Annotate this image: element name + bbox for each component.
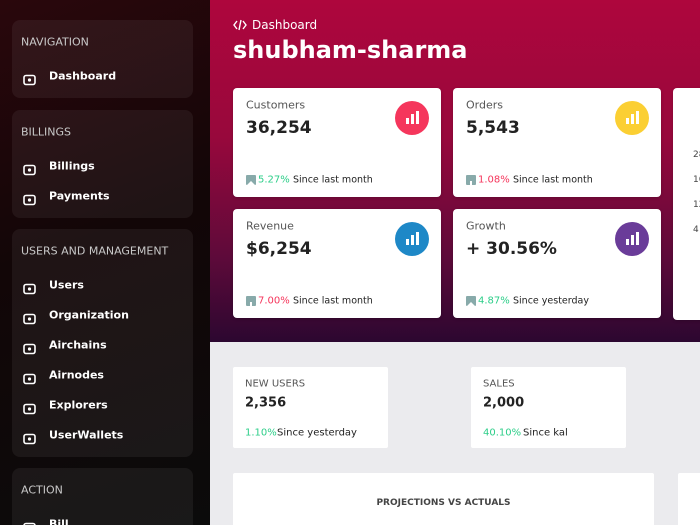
axis-label: 28 [693, 150, 700, 160]
nav-item[interactable]: UserWallets [49, 428, 124, 442]
stat-value: 5,543 [466, 118, 520, 138]
stat-change: 7.00% [258, 295, 290, 307]
nav-item[interactable]: Bill [49, 517, 69, 525]
page-title: shubham-sharma [233, 36, 468, 64]
stat-icon [615, 101, 649, 135]
summary-change: 1.10% [245, 427, 277, 439]
stat-note: Since last month [293, 174, 373, 186]
code-icon [233, 19, 247, 31]
stat-change: 5.27% [258, 174, 290, 186]
nav-icon [23, 71, 36, 86]
partial-card: 28 16 12 4 [673, 88, 700, 320]
sidebar: NAVIGATION Dashboard BILLINGS Billings Payme… [0, 0, 210, 525]
nav-icon [23, 370, 36, 385]
nav-item[interactable]: Explorers [49, 398, 108, 412]
sidebar-section: NAVIGATION Dashboard [12, 20, 193, 98]
trend-arrow [246, 175, 256, 189]
section-title: USERS AND MANAGEMENT [21, 244, 169, 258]
trend-arrow [246, 296, 256, 310]
summary-note: Since yesterday [277, 427, 357, 439]
trend-arrow [466, 175, 476, 189]
nav-icon [23, 310, 36, 325]
nav-item[interactable]: Payments [49, 189, 110, 203]
stat-note: Since last month [293, 295, 373, 307]
summary-change: 40.10% [483, 427, 522, 439]
summary-label: SALES [483, 378, 515, 390]
stat-value: $6,254 [246, 239, 312, 259]
summary-card: NEW USERS 2,356 1.10% Since yesterday [233, 367, 388, 448]
section-title: NAVIGATION [21, 35, 89, 49]
nav-item[interactable]: Organization [49, 308, 129, 322]
nav-item[interactable]: Airnodes [49, 368, 104, 382]
stat-label: Revenue [246, 219, 294, 233]
nav-item[interactable]: Dashboard [49, 69, 117, 83]
stat-note: Since yesterday [513, 295, 589, 307]
nav-icon [23, 400, 36, 415]
nav-icon [23, 191, 36, 206]
nav-item[interactable]: Billings [49, 159, 95, 173]
summary-value: 2,356 [245, 395, 287, 411]
stat-icon [395, 101, 429, 135]
section-title: BILLINGS [21, 125, 72, 139]
stat-card: Orders 5,543 1.08% Since last month [453, 88, 661, 197]
summary-note: Since kal [523, 427, 568, 439]
stat-label: Orders [466, 98, 503, 112]
nav-icon [23, 161, 36, 176]
section-title: ACTION [21, 483, 63, 497]
nav-icon [23, 519, 36, 525]
stat-card: Growth + 30.56% 4.87% Since yesterday [453, 209, 661, 318]
nav-icon [23, 340, 36, 355]
axis-label: 16 [693, 175, 700, 185]
stat-icon [395, 222, 429, 256]
stat-value: + 30.56% [466, 239, 557, 259]
stat-label: Customers [246, 98, 306, 112]
stat-value: 36,254 [246, 118, 312, 138]
chart-title: PROJECTIONS VS ACTUALS [376, 498, 511, 508]
axis-label: 12 [693, 200, 700, 210]
stat-note: Since last month [513, 174, 593, 186]
chart-card [678, 473, 700, 525]
stat-change: 4.87% [478, 295, 510, 307]
chart-card: PROJECTIONS VS ACTUALS [233, 473, 654, 525]
summary-label: NEW USERS [245, 378, 306, 390]
stat-card: Revenue $6,254 7.00% Since last month [233, 209, 441, 318]
nav-icon [23, 430, 36, 445]
axis-label: 4 [693, 225, 699, 235]
breadcrumb[interactable]: Dashboard [252, 18, 318, 32]
nav-item[interactable]: Users [49, 278, 84, 292]
summary-card: SALES 2,000 40.10% Since kal [471, 367, 626, 448]
stat-label: Growth [466, 219, 506, 233]
stat-icon [615, 222, 649, 256]
sidebar-section: USERS AND MANAGEMENT Users Organization Air… [12, 229, 193, 457]
nav-item[interactable]: Airchains [49, 338, 107, 352]
sidebar-section: ACTION Bill [12, 468, 193, 525]
sidebar-section: BILLINGS Billings Payments [12, 110, 193, 218]
nav-icon [23, 280, 36, 295]
stat-change: 1.08% [478, 174, 510, 186]
stat-card: Customers 36,254 5.27% Since last month [233, 88, 441, 197]
summary-value: 2,000 [483, 395, 525, 411]
trend-arrow [466, 296, 476, 310]
